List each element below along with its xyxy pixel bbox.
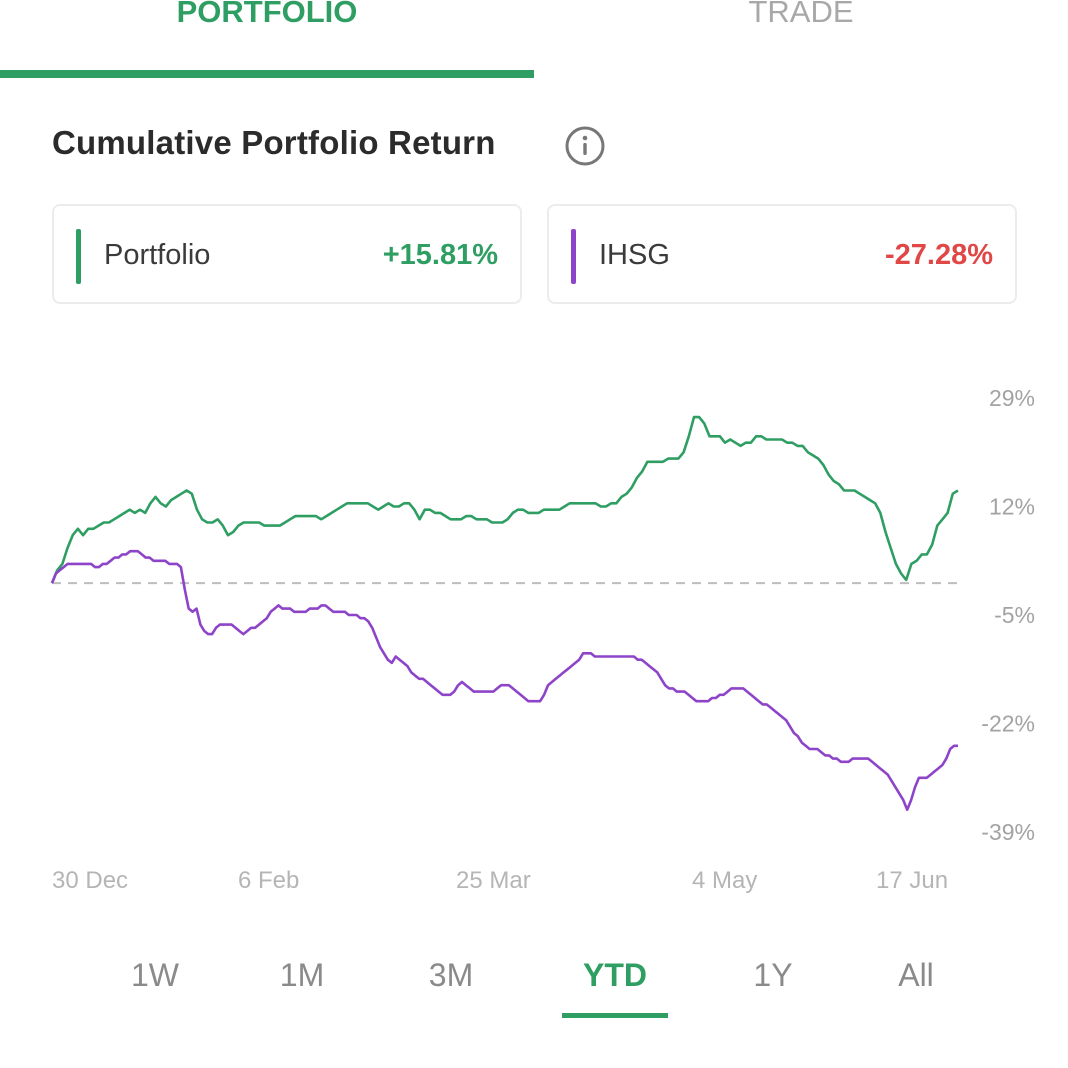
y-tick-label: -39% bbox=[981, 819, 1035, 845]
series-line-ihsg bbox=[50, 549, 958, 812]
range-selector: 1W 1M 3M YTD 1Y All bbox=[0, 945, 1068, 1025]
range-1y[interactable]: 1Y bbox=[753, 957, 793, 993]
portfolio-legend-bar bbox=[76, 229, 81, 284]
tab-trade[interactable]: TRADE bbox=[748, 0, 854, 29]
ihsg-label: IHSG bbox=[599, 239, 670, 271]
portfolio-label: Portfolio bbox=[104, 239, 211, 271]
return-chart[interactable]: 29% 12% -5% -22% -39% 30 Dec 6 Feb 25 Mar 4 May… bbox=[0, 370, 1068, 910]
x-tick-label: 6 Feb bbox=[238, 867, 299, 894]
top-tabs: PORTFOLIO TRADE bbox=[0, 0, 1068, 80]
active-range-indicator bbox=[562, 1013, 668, 1018]
y-axis: 29% 12% -5% -22% -39% bbox=[981, 385, 1035, 845]
range-1w[interactable]: 1W bbox=[131, 957, 179, 993]
portfolio-return-value: +15.81% bbox=[382, 239, 498, 271]
section-title: Cumulative Portfolio Return bbox=[52, 124, 496, 161]
y-tick-label: -22% bbox=[981, 711, 1035, 737]
range-ytd[interactable]: YTD bbox=[583, 957, 647, 993]
ihsg-return-value: -27.28% bbox=[884, 239, 993, 271]
info-circle-icon[interactable] bbox=[564, 125, 606, 167]
series-line-portfolio bbox=[50, 415, 959, 584]
x-tick-label: 4 May bbox=[692, 867, 757, 894]
x-axis: 30 Dec 6 Feb 25 Mar 4 May 17 Jun bbox=[52, 867, 948, 894]
x-tick-label: 25 Mar bbox=[456, 867, 531, 894]
ihsg-return-card: IHSG -27.28% bbox=[547, 204, 1017, 304]
y-tick-label: -5% bbox=[994, 602, 1035, 628]
active-tab-indicator bbox=[0, 70, 534, 78]
y-tick-label: 12% bbox=[989, 494, 1035, 520]
portfolio-return-card: Portfolio +15.81% bbox=[52, 204, 522, 304]
series-layer bbox=[50, 415, 959, 812]
tab-portfolio[interactable]: PORTFOLIO bbox=[176, 0, 358, 29]
x-tick-label: 30 Dec bbox=[52, 867, 128, 894]
ihsg-legend-bar bbox=[571, 229, 576, 284]
range-all[interactable]: All bbox=[898, 957, 934, 993]
range-1m[interactable]: 1M bbox=[279, 957, 325, 993]
range-3m[interactable]: 3M bbox=[428, 957, 474, 993]
y-tick-label: 29% bbox=[989, 385, 1035, 411]
x-tick-label: 17 Jun bbox=[876, 867, 948, 894]
